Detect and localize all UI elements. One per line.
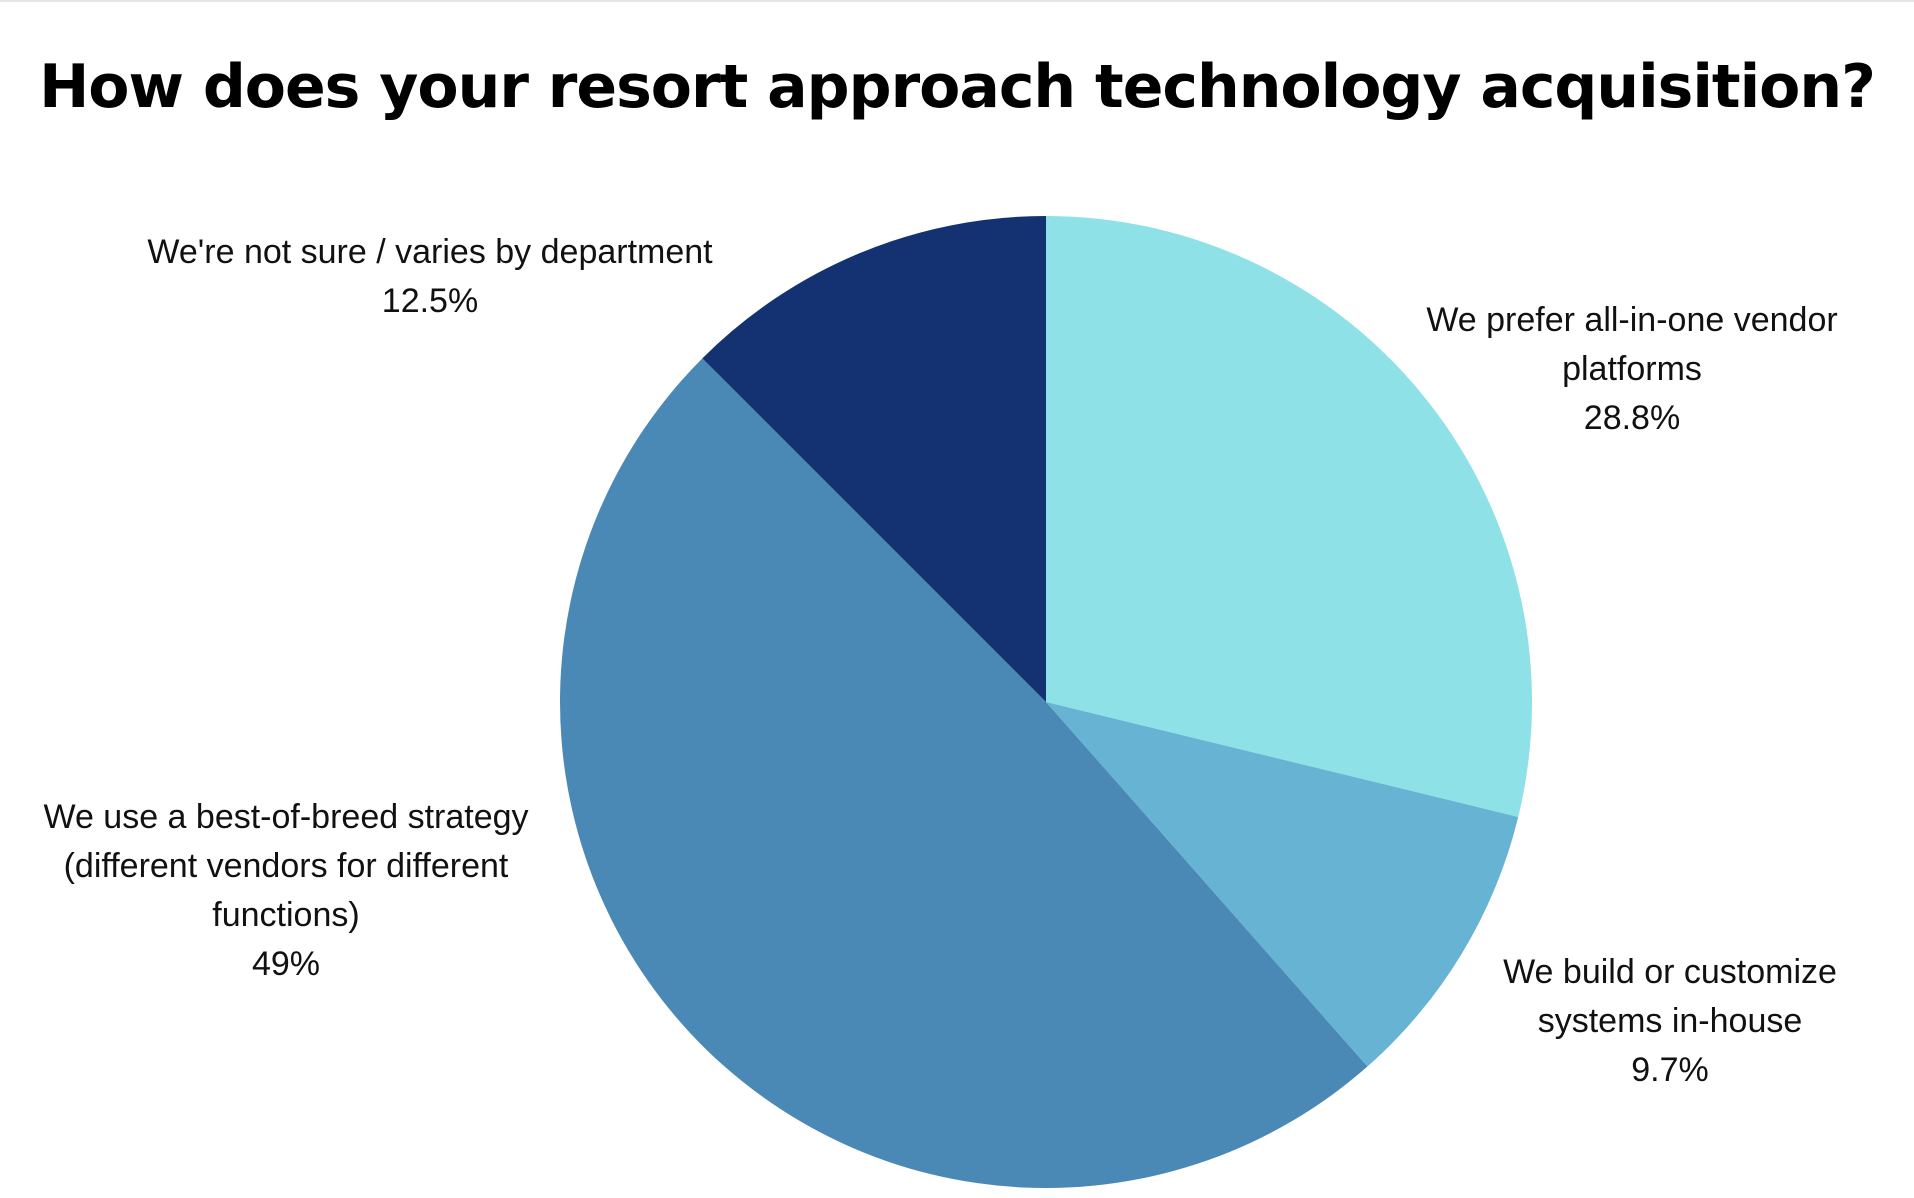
label-line: We're not sure / varies by department	[147, 233, 713, 271]
pie-slice-0	[1046, 216, 1532, 817]
slice-label-best-of-breed: We use a best-of-breed strategy (differe…	[43, 793, 528, 989]
pie-slice-3	[702, 216, 1046, 702]
label-line: We prefer all-in-one vendor	[1426, 301, 1838, 339]
label-line: (different vendors for different	[63, 847, 509, 885]
value-label: 9.7%	[1631, 1051, 1709, 1089]
pie-slice-2	[560, 358, 1368, 1188]
label-line: systems in-house	[1537, 1002, 1803, 1040]
value-label: 49%	[251, 945, 321, 983]
label-line: We use a best-of-breed strategy	[43, 798, 529, 836]
label-line: We build or customize	[1503, 953, 1837, 991]
slice-label-in-house: We build or customize systems in-house 9…	[1503, 948, 1837, 1095]
top-border	[0, 0, 1914, 2]
value-label: 28.8%	[1583, 399, 1681, 437]
pie-slice-1	[1046, 702, 1519, 1067]
chart-title: How does your resort approach technology…	[39, 52, 1876, 122]
label-line: platforms	[1562, 350, 1702, 388]
label-line: functions)	[212, 896, 360, 934]
slice-label-not-sure: We're not sure / varies by department 12…	[147, 228, 712, 326]
slice-label-all-in-one: We prefer all-in-one vendor platforms 28…	[1426, 296, 1837, 443]
value-label: 12.5%	[381, 282, 479, 320]
